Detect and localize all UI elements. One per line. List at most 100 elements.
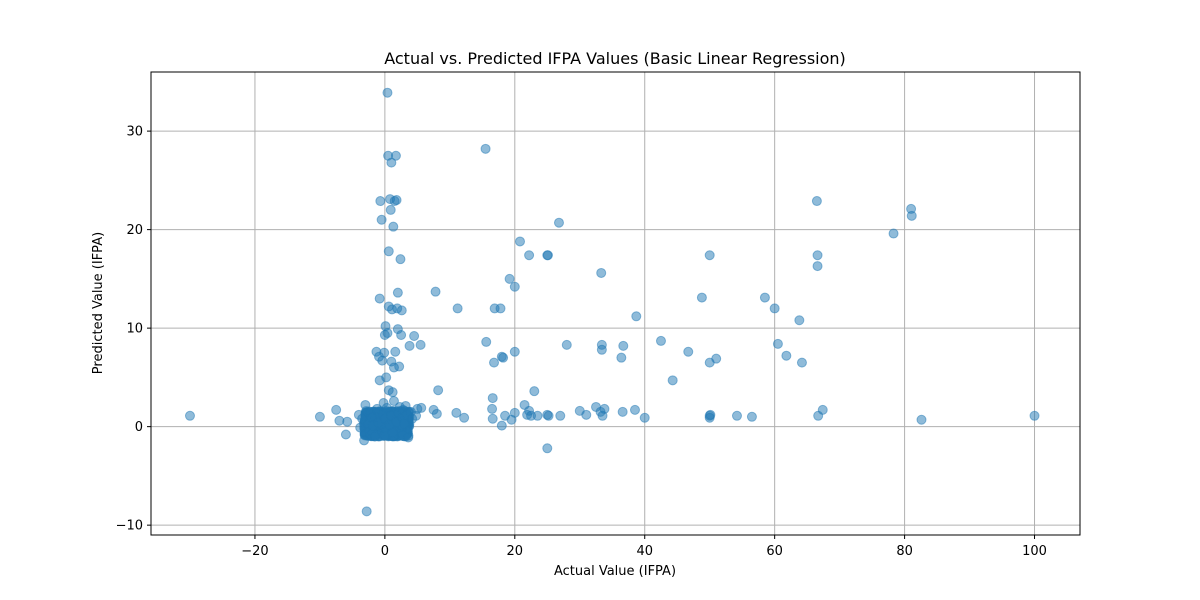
chart-title: Actual vs. Predicted IFPA Values (Basic … [384, 49, 846, 68]
data-point [375, 196, 386, 207]
data-point [906, 210, 917, 221]
data-point [561, 339, 572, 350]
data-point [331, 404, 342, 415]
x-tick-label: 60 [766, 544, 783, 559]
data-point [705, 409, 716, 420]
data-point [381, 372, 392, 383]
data-point [396, 330, 407, 341]
data-point [696, 292, 707, 303]
data-point [667, 375, 678, 386]
data-point [796, 357, 807, 368]
data-point [496, 420, 507, 431]
data-point [361, 506, 372, 517]
data-point [543, 410, 554, 421]
data-point [487, 413, 498, 424]
data-point [489, 357, 500, 368]
data-point [495, 303, 506, 314]
data-point [639, 412, 650, 423]
data-point [394, 361, 405, 372]
y-tick-label: 30 [126, 125, 143, 140]
data-point [629, 404, 640, 415]
data-point [515, 236, 525, 247]
data-points [184, 87, 1040, 517]
data-point [509, 407, 520, 418]
data-point [553, 217, 564, 228]
data-point [817, 404, 828, 415]
x-tick-label: 100 [1022, 544, 1047, 559]
data-point [376, 214, 387, 225]
data-point [430, 286, 441, 297]
data-point [509, 346, 520, 357]
data-point [555, 410, 566, 421]
x-tick-label: 20 [507, 544, 524, 559]
data-point [618, 340, 629, 351]
data-point [314, 411, 325, 422]
data-point [581, 409, 592, 420]
data-point [355, 422, 366, 433]
data-point [390, 150, 401, 161]
x-tick-label: 40 [636, 544, 653, 559]
data-point [385, 204, 396, 215]
data-point [480, 143, 491, 154]
x-tick-label: −20 [241, 544, 268, 559]
data-point [404, 340, 415, 351]
data-point [359, 435, 370, 446]
data-point [184, 410, 195, 421]
data-point [781, 350, 792, 361]
data-point [532, 410, 543, 421]
plot-frame [150, 71, 1081, 536]
data-point [524, 250, 535, 261]
data-point [631, 311, 642, 322]
data-point [452, 303, 463, 314]
data-point [481, 336, 492, 347]
data-point [683, 346, 694, 357]
data-point [387, 387, 398, 398]
x-tick-label: 0 [381, 544, 389, 559]
data-point [395, 254, 406, 265]
data-point [459, 412, 470, 423]
data-point [382, 328, 393, 339]
data-point [542, 250, 553, 261]
data-point [388, 221, 399, 232]
data-point [704, 250, 715, 261]
data-point [392, 287, 403, 298]
data-point [617, 406, 628, 417]
data-point [498, 352, 509, 363]
data-point [415, 339, 426, 350]
x-tick-label: 80 [896, 544, 913, 559]
data-point [387, 427, 398, 438]
data-point [399, 418, 410, 429]
data-point [396, 305, 407, 316]
data-point [812, 261, 823, 272]
data-point [342, 416, 353, 427]
data-point [711, 353, 722, 364]
data-point [391, 195, 402, 206]
data-point [487, 393, 498, 404]
data-point [357, 413, 368, 424]
y-tick-label: 20 [126, 223, 143, 238]
data-point [616, 352, 627, 363]
data-point [759, 292, 770, 303]
data-point [431, 408, 442, 419]
data-point [599, 403, 610, 414]
data-point [487, 403, 498, 414]
data-point [529, 386, 540, 397]
data-point [451, 407, 462, 418]
data-point [772, 338, 783, 349]
data-point [381, 402, 392, 413]
data-point [433, 385, 444, 396]
data-point [388, 396, 399, 407]
data-point [360, 399, 371, 410]
data-point [383, 246, 394, 257]
y-axis-label: Predicted Value (IFPA) [91, 232, 106, 374]
y-tick-label: −10 [116, 519, 143, 534]
data-point [769, 303, 780, 314]
data-point [386, 157, 397, 168]
data-point [416, 402, 427, 413]
data-point [812, 250, 823, 261]
data-point [811, 196, 822, 207]
data-point [655, 335, 666, 346]
data-point [379, 347, 390, 358]
data-point [374, 293, 385, 304]
